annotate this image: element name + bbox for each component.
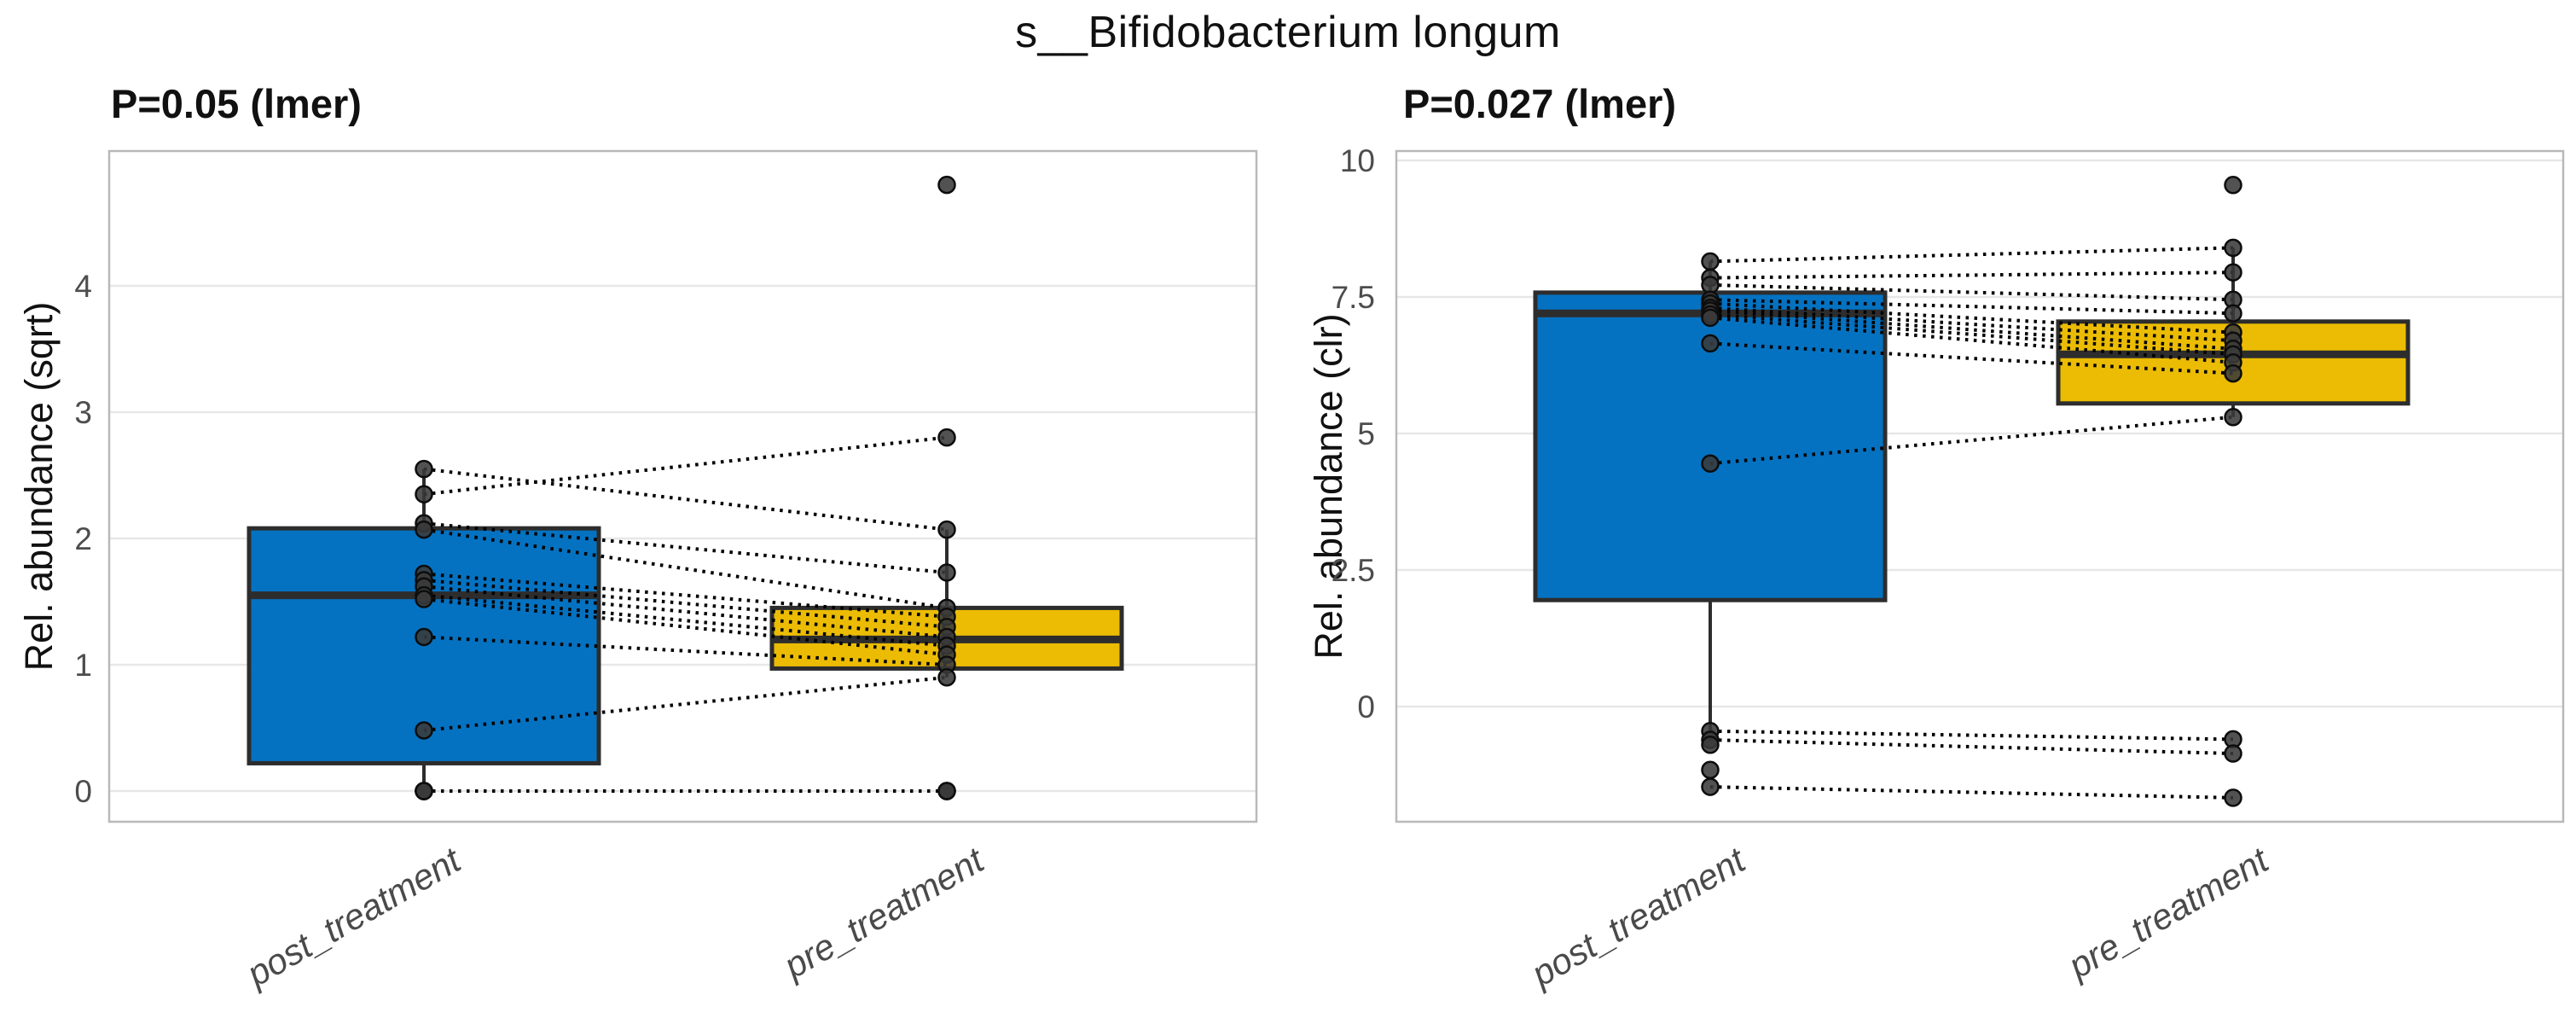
pair-line: [1709, 316, 2234, 364]
y-tick-label: 10: [1340, 143, 1375, 178]
figure-title: s__Bifidobacterium longum: [1015, 8, 1561, 57]
y-tick-label: 5: [1357, 416, 1375, 451]
pair-line: [423, 435, 948, 497]
pair-line: [423, 572, 948, 619]
data-point: [937, 563, 956, 582]
data-point: [1701, 777, 1720, 796]
y-tick-label: 0: [1357, 689, 1375, 724]
data-point: [937, 428, 956, 447]
pair-line: [423, 585, 948, 639]
data-point: [937, 782, 956, 800]
data-point: [415, 520, 433, 539]
panel-border: [107, 149, 1258, 823]
data-point: [2224, 176, 2242, 195]
data-point: [415, 590, 433, 608]
panel-left-pvalue-label: P=0.05 (lmer): [111, 81, 362, 126]
data-point: [2224, 408, 2242, 427]
data-point: [2224, 238, 2242, 258]
data-point: [1701, 252, 1720, 271]
data-point: [2224, 304, 2242, 323]
data-point: [1701, 334, 1720, 353]
data-point: [415, 721, 433, 740]
pair-line: [1709, 729, 2234, 742]
y-tick-label: 4: [74, 269, 92, 304]
pair-line: [423, 467, 948, 532]
data-point: [415, 459, 433, 479]
pair-line: [423, 578, 948, 629]
pair-line: [423, 597, 948, 657]
data-point: [2224, 744, 2242, 763]
pair-line: [1709, 738, 2234, 756]
pair-line: [1709, 305, 2234, 343]
pair-line: [1709, 271, 2234, 280]
data-point: [415, 627, 433, 647]
pair-line: [1709, 309, 2234, 351]
pair-line: [1709, 415, 2234, 466]
data-point: [1701, 760, 1720, 779]
pair-line: [1709, 301, 2234, 335]
pair-line: [1709, 312, 2234, 357]
data-point: [2224, 263, 2242, 282]
pair-line: [423, 527, 948, 610]
data-point: [2224, 788, 2242, 807]
pair-line: [423, 521, 948, 574]
pair-line: [423, 635, 948, 666]
panel-border: [1395, 149, 2565, 823]
data-point: [415, 485, 433, 503]
pair-line: [1709, 246, 2234, 264]
pair-line: [423, 675, 948, 732]
panel-right-pvalue-label: P=0.027 (lmer): [1403, 81, 1677, 126]
y-tick-label: 1: [74, 648, 92, 683]
data-point: [1701, 736, 1720, 754]
pair-line: [1709, 282, 2234, 302]
pair-line: [423, 593, 948, 648]
y-tick-label: 2.5: [1332, 553, 1375, 588]
data-point: [415, 782, 433, 800]
pair-line: [1709, 341, 2234, 375]
data-point: [937, 520, 956, 539]
y-tick-label: 0: [74, 774, 92, 809]
y-tick-label: 2: [74, 521, 92, 556]
data-point: [1701, 454, 1720, 473]
data-point: [1701, 308, 1720, 328]
y-tick-label: 7.5: [1332, 280, 1375, 315]
data-point: [2224, 364, 2242, 383]
pair-line: [1709, 298, 2234, 316]
y-tick-label: 3: [74, 395, 92, 430]
data-point: [937, 175, 956, 195]
data-point: [937, 668, 956, 687]
pair-line: [1709, 785, 2234, 800]
